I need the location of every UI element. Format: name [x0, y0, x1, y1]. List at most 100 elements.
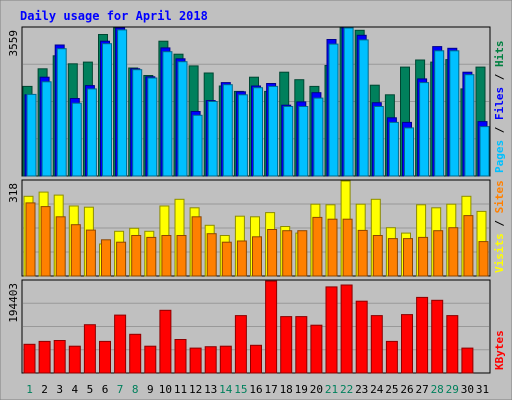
- x-tick-label: 4: [71, 383, 78, 396]
- bar-pages-day-27: [419, 82, 430, 177]
- x-tick-label: 28: [431, 383, 444, 396]
- bar-kbytes-day-7: [114, 314, 127, 374]
- bar-sites-day-21: [327, 218, 338, 277]
- bar-kbytes-day-25: [385, 340, 398, 374]
- x-tick-label: 9: [147, 383, 154, 396]
- bar-pages-day-13: [207, 101, 218, 177]
- bar-pages-day-2: [41, 81, 52, 177]
- bar-sites-day-7: [116, 241, 127, 277]
- panel-pages-files-hits: 3559 Pages / Files / Hits: [7, 26, 506, 177]
- x-tick-label: 20: [310, 383, 323, 396]
- legend-entry-kbytes: KBytes: [493, 330, 506, 370]
- legend-visits-sites: Visits / Sites: [493, 180, 506, 273]
- x-tick-label: 5: [87, 383, 94, 396]
- bar-pages-day-12: [192, 114, 203, 177]
- bar-pages-day-29: [449, 50, 460, 177]
- bar-kbytes-day-24: [370, 315, 383, 374]
- y-max-label: 194403: [7, 283, 20, 323]
- legend-entry-pages: Pages: [493, 140, 506, 173]
- bar-pages-day-30: [464, 74, 475, 177]
- x-tick-label: 17: [264, 383, 277, 396]
- bar-pages-day-1: [26, 93, 37, 177]
- bar-pages-day-10: [162, 51, 173, 177]
- legend-separator: /: [493, 120, 506, 140]
- bar-pages-day-15: [237, 94, 248, 177]
- bar-sites-day-13: [206, 233, 217, 277]
- x-axis-day-labels: 1 2 3 4 5 6 7 8 9 10 11 12 13 14 15 16 17 18 19 20 21 22 23 24 2…: [26, 383, 489, 396]
- x-tick-label: 22: [340, 383, 353, 396]
- bar-kbytes-day-22: [340, 284, 353, 374]
- bar-pages-day-24: [373, 106, 384, 177]
- x-tick-label: 13: [204, 383, 217, 396]
- bar-sites-day-6: [101, 239, 111, 277]
- bar-pages-day-16: [253, 87, 263, 177]
- bar-pages-day-17: [268, 85, 279, 177]
- bar-sites-day-23: [357, 229, 368, 277]
- x-tick-label: 1: [26, 383, 33, 396]
- x-tick-label: 18: [280, 383, 293, 396]
- bar-sites-day-25: [387, 238, 398, 277]
- bar-sites-day-17: [267, 229, 278, 277]
- bar-sites-day-31: [478, 241, 489, 277]
- bar-kbytes-day-9: [144, 345, 157, 374]
- x-tick-label: 11: [174, 383, 187, 396]
- bar-pages-day-6: [102, 43, 112, 177]
- legend-entry-sites: Sites: [493, 180, 506, 213]
- bar-pages-day-23: [358, 39, 369, 177]
- bar-kbytes-day-6: [99, 340, 111, 374]
- bar-sites-day-4: [70, 224, 81, 277]
- x-tick-label: 16: [249, 383, 262, 396]
- bar-sites-day-26: [403, 238, 413, 277]
- x-tick-label: 8: [132, 383, 139, 396]
- bar-pages-day-9: [147, 77, 158, 177]
- legend-text: KBytes: [493, 330, 506, 370]
- bar-kbytes-day-2: [38, 340, 51, 374]
- bar-sites-day-12: [191, 216, 202, 277]
- x-tick-label: 25: [385, 383, 398, 396]
- bar-sites-day-27: [418, 236, 429, 277]
- bar-sites-day-2: [40, 206, 51, 277]
- bar-kbytes-day-3: [53, 340, 66, 374]
- bar-sites-day-14: [221, 241, 232, 277]
- bar-pages-day-11: [177, 61, 188, 177]
- x-tick-label: 10: [159, 383, 172, 396]
- panel-visits-sites: 318 Visits / Sites: [7, 179, 506, 277]
- bar-kbytes-day-1: [23, 343, 36, 374]
- bar-kbytes-day-20: [310, 324, 323, 374]
- bar-pages-day-3: [56, 48, 67, 177]
- bar-sites-day-30: [463, 215, 474, 277]
- bar-kbytes-day-13: [204, 346, 217, 374]
- bar-sites-day-1: [25, 202, 36, 277]
- bar-sites-day-5: [85, 229, 96, 277]
- legend-pages-files-hits: Pages / Files / Hits: [493, 41, 506, 174]
- legend-entry-visits: Visits: [493, 233, 506, 273]
- bar-kbytes-day-10: [159, 309, 172, 374]
- x-tick-label: 21: [325, 383, 338, 396]
- legend-text: Visits / Sites: [493, 180, 506, 273]
- bar-sites-day-8: [131, 235, 142, 277]
- bar-sites-day-22: [342, 218, 353, 277]
- bar-kbytes-day-18: [280, 316, 293, 374]
- bar-kbytes-day-11: [174, 339, 187, 374]
- bar-kbytes-day-8: [129, 333, 142, 374]
- x-tick-label: 26: [400, 383, 413, 396]
- x-tick-label: 30: [461, 383, 474, 396]
- bar-kbytes-day-14: [219, 345, 232, 374]
- x-tick-label: 29: [446, 383, 459, 396]
- x-tick-label: 24: [370, 383, 384, 396]
- bar-sites-day-19: [297, 230, 308, 277]
- x-tick-label: 7: [117, 383, 124, 396]
- bar-sites-day-3: [55, 216, 66, 277]
- bar-pages-day-14: [222, 84, 233, 177]
- bar-pages-day-7: [117, 29, 128, 177]
- bar-pages-day-22: [343, 27, 354, 177]
- panel-kbytes: 194403 KBytes: [7, 279, 506, 374]
- bar-kbytes-day-19: [295, 316, 308, 374]
- x-tick-label: 19: [295, 383, 308, 396]
- bar-kbytes-day-26: [401, 314, 413, 374]
- x-tick-label: 27: [415, 383, 428, 396]
- bar-sites-day-11: [176, 235, 187, 277]
- bar-pages-day-28: [434, 50, 445, 177]
- bar-kbytes-day-23: [355, 300, 368, 374]
- bar-pages-day-20: [313, 97, 324, 177]
